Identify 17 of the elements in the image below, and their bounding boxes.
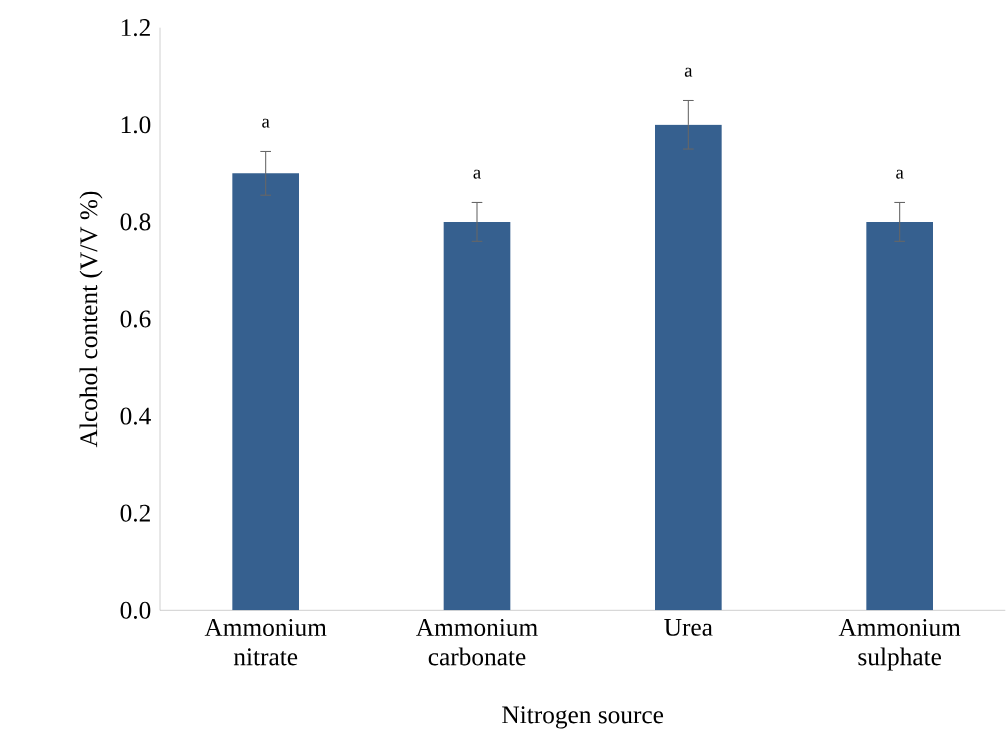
annotation: a <box>262 118 270 128</box>
y-tick-label: 0.4 <box>120 407 151 425</box>
y-tick-label: 0.6 <box>120 310 151 328</box>
x-tick-label: Ammonium sulphate <box>838 619 961 671</box>
y-tick-label: 0.2 <box>120 504 150 522</box>
y-axis-title: Alcohol content (V/V %) <box>79 191 103 448</box>
y-tick-label: 1.2 <box>121 19 150 37</box>
x-axis-title: Nitrogen source <box>502 706 664 729</box>
y-tick-label: 0.8 <box>120 213 151 231</box>
annotation: a <box>896 169 904 179</box>
y-tick-label: 0.0 <box>120 601 151 619</box>
x-tick-label: Urea <box>664 619 713 636</box>
x-tick-label: Ammonium nitrate <box>204 619 327 666</box>
annotation: a <box>684 67 693 77</box>
annotation: a <box>473 169 481 179</box>
x-tick-label: Ammonium carbonate <box>416 619 538 666</box>
y-tick-label: 1.0 <box>121 116 151 134</box>
